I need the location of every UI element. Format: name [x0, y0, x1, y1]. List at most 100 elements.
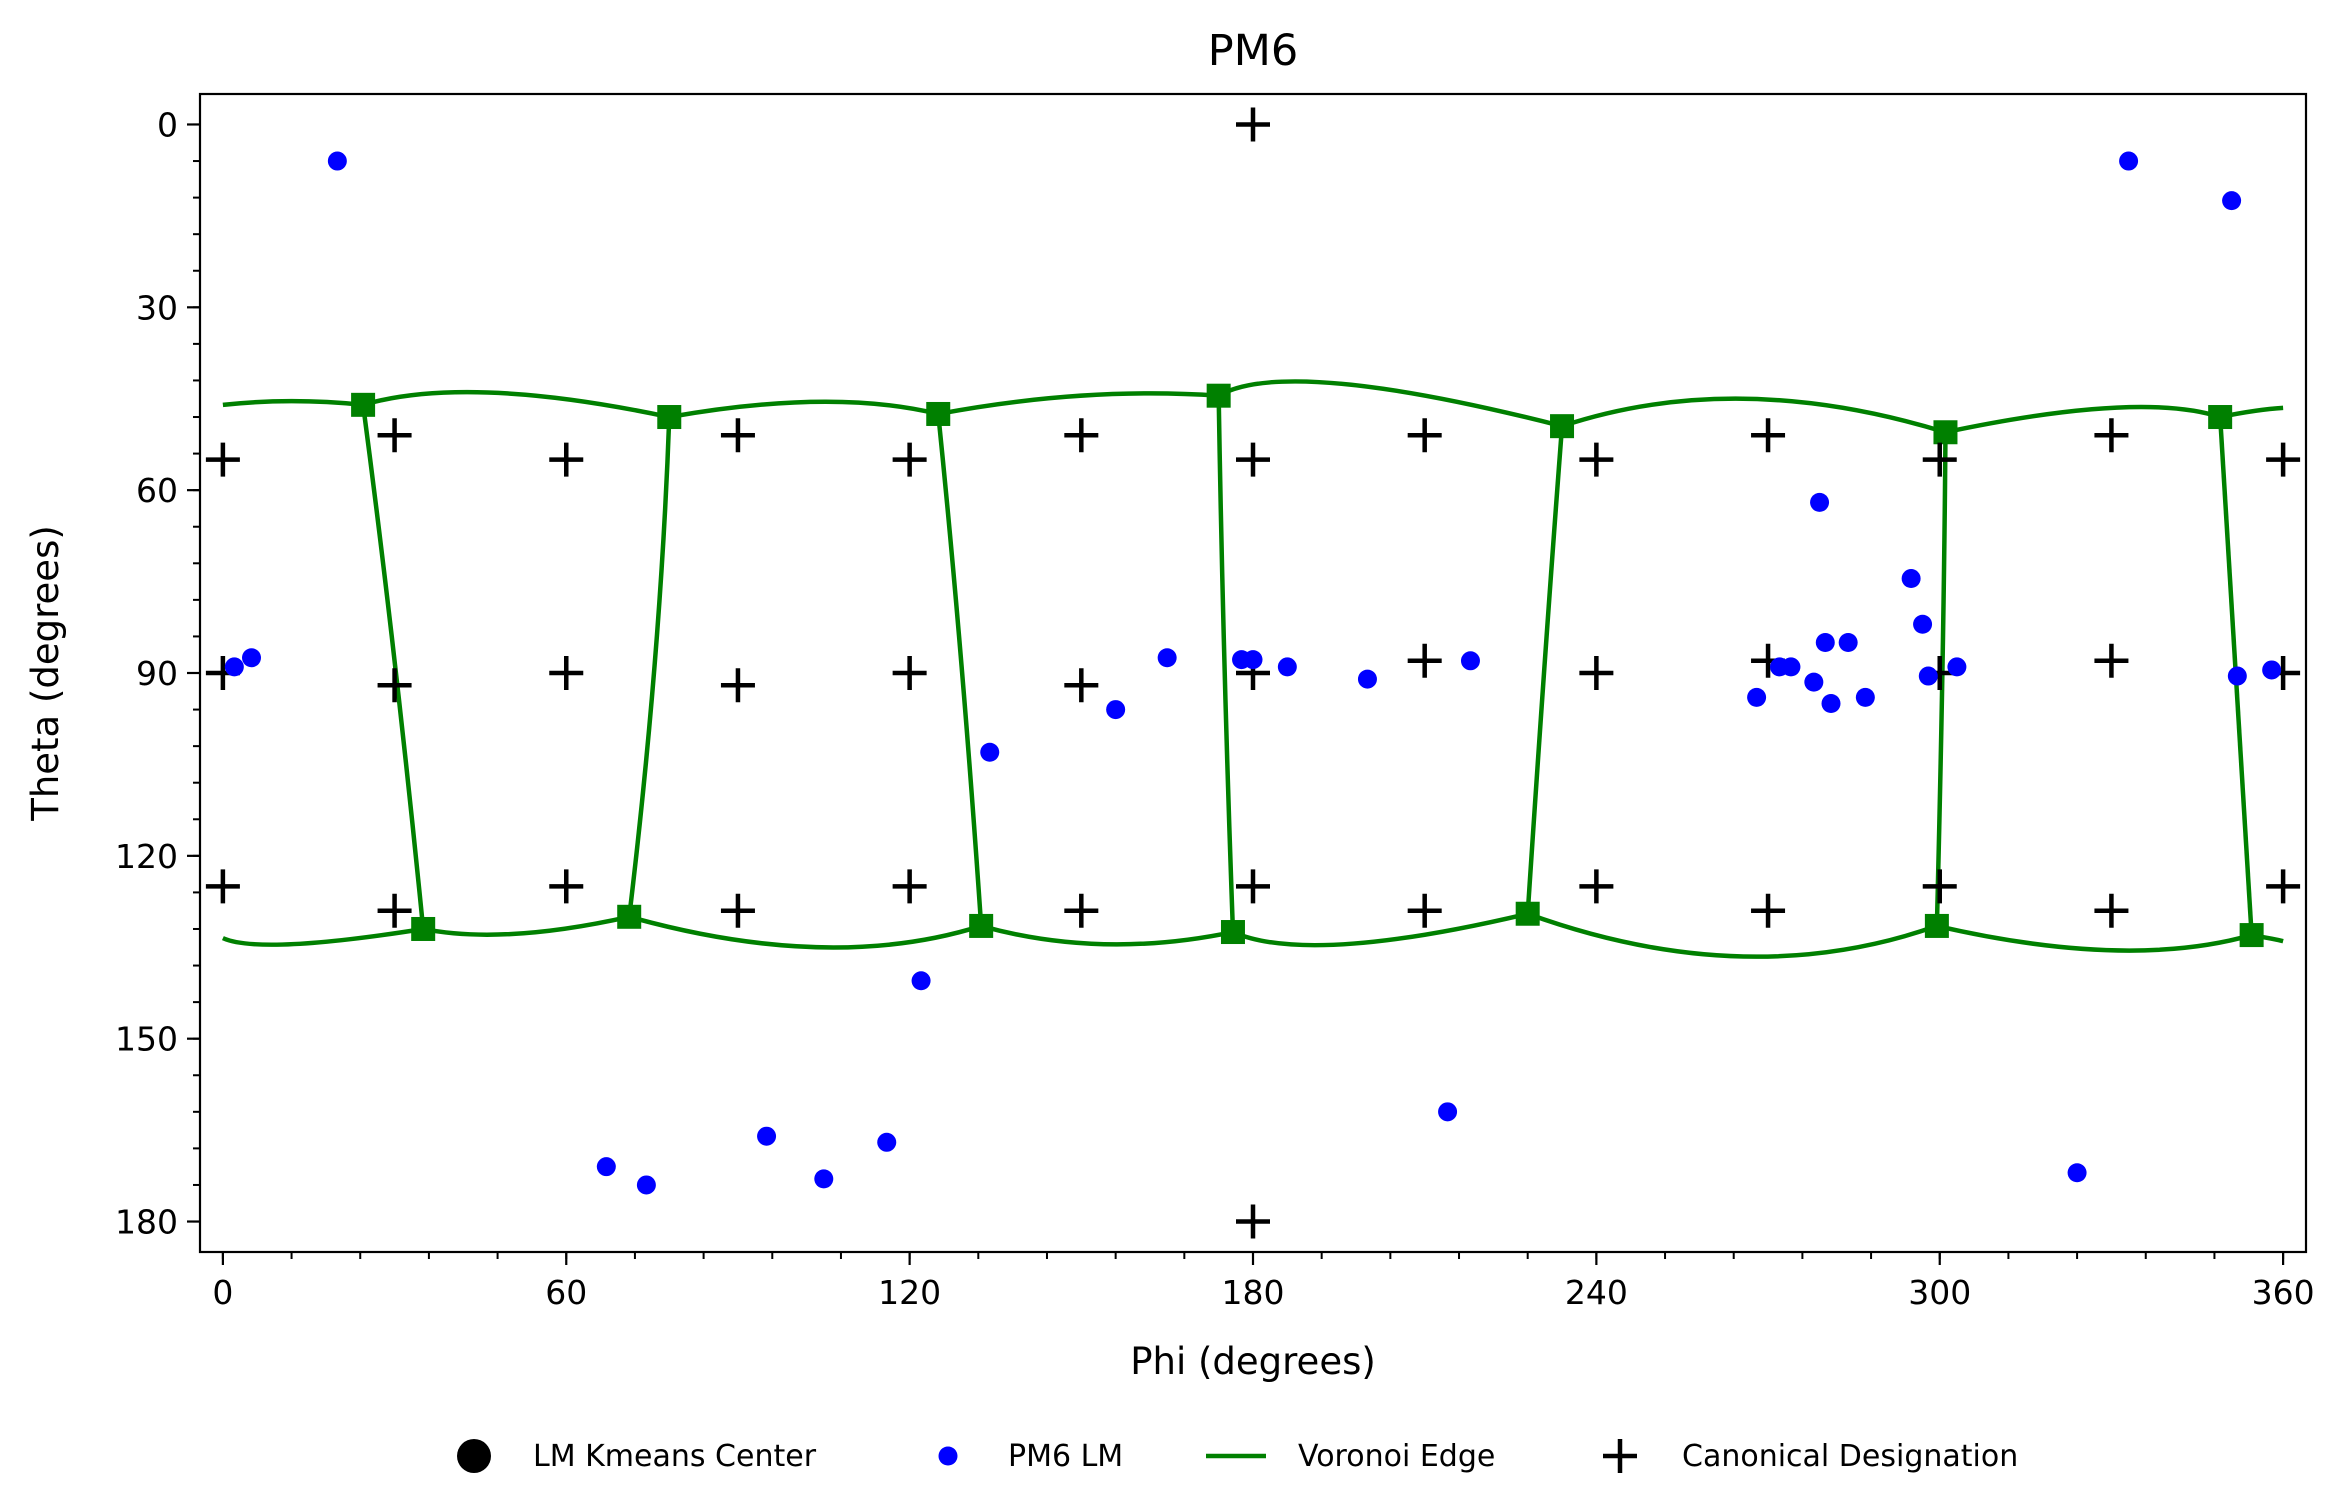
voronoi-edge: [1561, 396, 1947, 435]
lm-point: [1460, 651, 1480, 671]
voronoi-vertex: [1206, 383, 1231, 408]
voronoi-edge: [628, 914, 982, 950]
voronoi-vertex: [926, 401, 951, 426]
x-tick-label: 180: [1222, 1273, 1285, 1312]
x-axis-label: Phi (degrees): [1130, 1340, 1376, 1383]
y-tick-label: 120: [115, 837, 178, 876]
legend: LM Kmeans Center PM6 LM Voronoi Edge Canoni…: [457, 1439, 2018, 1474]
lm-point: [1243, 650, 1263, 670]
voronoi-edge: [1525, 425, 1565, 914]
chart-title: PM6: [1208, 26, 1298, 76]
voronoi-edge: [1216, 395, 1236, 933]
canonical-marker: [377, 418, 412, 453]
canonical-marker: [1579, 442, 1614, 477]
lm-point: [757, 1126, 777, 1146]
canonical-marker: [205, 869, 240, 904]
legend-lm-marker: [938, 1446, 958, 1466]
lm-point: [1781, 657, 1801, 677]
canonical-marker: [1751, 893, 1786, 928]
voronoi-edges: [221, 379, 2284, 959]
lm-point: [242, 648, 262, 668]
canonical-marker: [1064, 668, 1099, 703]
canonical-marker: [2094, 643, 2129, 678]
lm-point: [1821, 693, 1841, 713]
lm-point: [1918, 666, 1938, 686]
legend-label: Voronoi Edge: [1298, 1439, 1495, 1474]
pm6-lm-series: [224, 151, 2282, 1195]
lm-point: [2222, 191, 2242, 211]
lm-point: [2227, 666, 2247, 686]
lm-point: [224, 657, 244, 677]
x-tick-label: 240: [1565, 1273, 1628, 1312]
lm-point: [814, 1169, 834, 1189]
voronoi-edge: [1934, 432, 1948, 926]
lm-point: [636, 1175, 656, 1195]
voronoi-vertex: [1515, 901, 1540, 926]
voronoi-vertex: [2208, 405, 2233, 430]
canonical-marker: [549, 656, 584, 690]
voronoi-vertex: [1550, 414, 1575, 439]
canonical-marker: [1236, 869, 1270, 904]
lm-point: [1804, 672, 1824, 692]
canonical-marker: [1922, 869, 1957, 904]
lm-point: [1838, 633, 1858, 653]
lm-point: [1901, 569, 1921, 589]
canonical-marker: [1236, 442, 1270, 477]
lm-point: [1357, 669, 1377, 689]
canonical-marker: [892, 869, 927, 904]
x-axis: 0 60 120 180 240 300 360: [212, 1252, 2315, 1312]
voronoi-edge: [980, 923, 1234, 947]
x-tick-label: 60: [545, 1273, 587, 1312]
canonical-marker: [1236, 1204, 1270, 1239]
lm-point: [1815, 633, 1835, 653]
voronoi-edge: [1232, 911, 1529, 948]
voronoi-edge: [626, 416, 672, 918]
canonical-marker: [1064, 418, 1099, 453]
canonical-marker: [377, 668, 412, 703]
canonical-marker: [1407, 643, 1442, 678]
voronoi-vertex: [411, 916, 436, 941]
voronoi-vertex: [617, 904, 642, 929]
lm-point: [2119, 151, 2139, 171]
y-tick-label: 0: [157, 105, 178, 144]
voronoi-edge: [936, 413, 984, 927]
voronoi-vertex: [351, 392, 376, 417]
canonical-marker: [549, 869, 584, 904]
legend-canonical-marker: [1603, 1439, 1637, 1473]
y-tick-label: 30: [136, 288, 178, 327]
voronoi-edge: [221, 926, 424, 947]
canonical-marker: [1751, 418, 1786, 453]
voronoi-vertex: [969, 913, 994, 938]
x-tick-label: 120: [878, 1273, 941, 1312]
canonical-marker: [2094, 418, 2129, 453]
lm-point: [596, 1157, 616, 1177]
canonical-marker: [1407, 418, 1442, 453]
legend-label: LM Kmeans Center: [533, 1439, 817, 1474]
voronoi-vertex: [1933, 420, 1958, 445]
voronoi-edge: [1217, 379, 1563, 429]
lm-point: [327, 151, 347, 171]
canonical-marker: [1579, 869, 1614, 904]
voronoi-edge: [1936, 923, 2253, 953]
canonical-marker: [892, 442, 927, 477]
y-tick-label: 150: [115, 1020, 178, 1059]
canonical-marker: [377, 893, 412, 928]
canonical-marker: [1922, 442, 1957, 477]
voronoi-edge: [362, 389, 670, 420]
y-tick-label: 180: [115, 1203, 178, 1242]
canonical-marker: [2094, 893, 2129, 928]
lm-point: [1106, 700, 1126, 720]
voronoi-edge: [360, 404, 426, 930]
legend-label: Canonical Designation: [1682, 1439, 2018, 1474]
lm-point: [980, 742, 1000, 762]
lm-point: [1913, 614, 1933, 634]
voronoi-vertex: [657, 405, 682, 430]
lm-point: [911, 971, 931, 991]
lm-point: [1157, 648, 1177, 668]
canonical-marker: [549, 442, 584, 477]
y-axis: 0 30 60 90 120 150 180: [115, 105, 200, 1242]
plot-area: [205, 107, 2301, 1239]
canonical-marker: [720, 418, 755, 453]
canonical-marker: [720, 893, 755, 928]
